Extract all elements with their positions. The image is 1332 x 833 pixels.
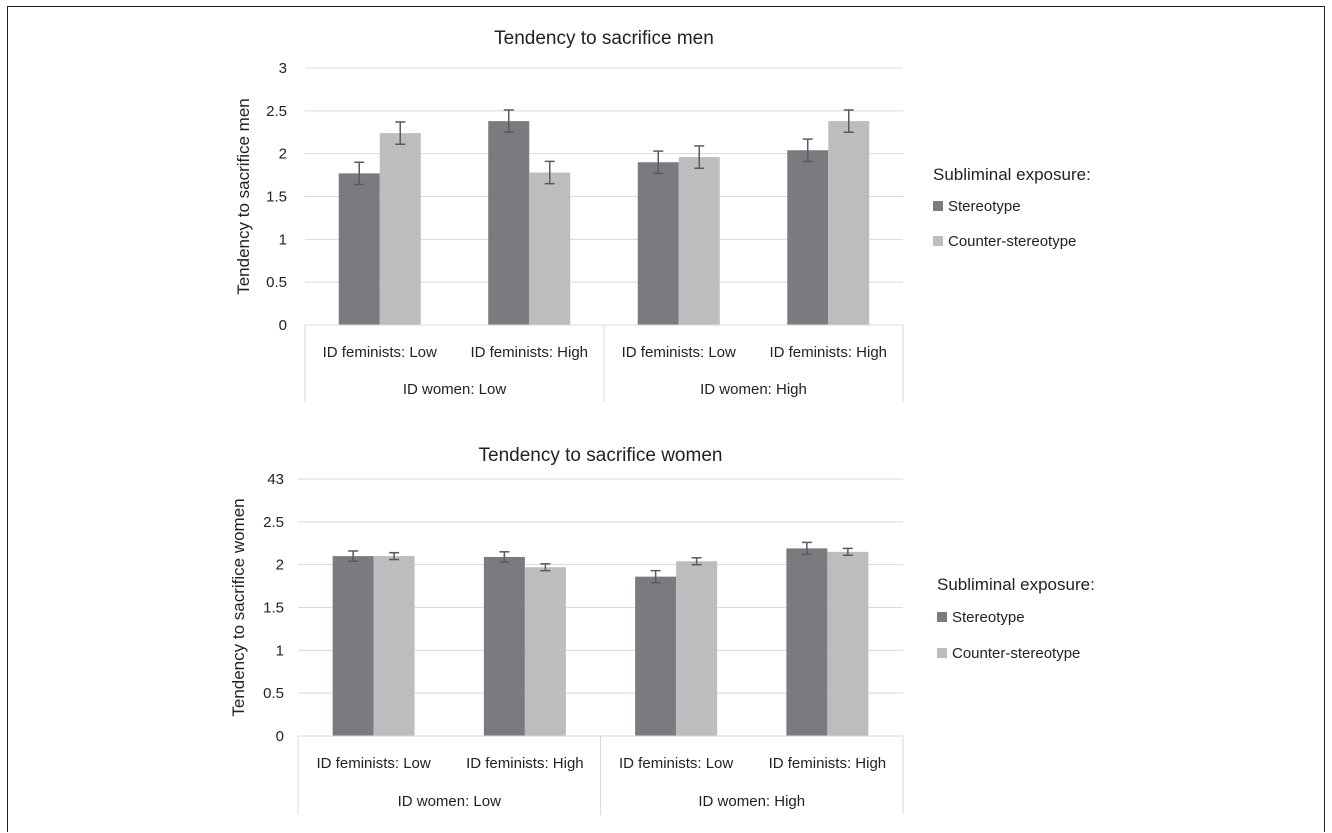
bar-stereotype [635,576,677,736]
y-tick-label: 2 [276,557,284,574]
x-group-label: ID women: Low [403,381,507,398]
y-tick-label: 2 [279,146,287,163]
y-tick-label: 3 [279,60,287,77]
y-axis-label: Tendency to sacrifice women [229,498,248,716]
legend-label: Counter-stereotype [948,233,1076,250]
legend-swatch [937,612,947,622]
y-tick-label: 1.5 [266,189,287,206]
bar-stereotype [483,556,525,736]
chart-title: Tendency to sacrifice women [479,445,723,466]
bar-counter-stereotype [827,551,869,736]
x-category-label: ID feminists: High [769,344,887,361]
x-category-label: ID feminists: Low [317,755,431,772]
y-tick-label: 0 [279,317,287,334]
legend-title: Subliminal exposure: [937,575,1095,594]
legend-swatch [933,201,943,211]
y-axis-label: Tendency to sacrifice men [234,98,253,295]
bar-stereotype [786,548,828,736]
legend-label: Counter-stereotype [952,645,1080,662]
y-tick-label: 2.5 [263,514,284,531]
x-group-label: ID women: Low [398,793,502,810]
x-category-label: ID feminists: High [470,344,588,361]
x-category-label: ID feminists: High [466,755,584,772]
bar-counter-stereotype [828,121,870,325]
y-tick-label: 0 [276,728,284,745]
bar-counter-stereotype [529,172,571,325]
bar-counter-stereotype [373,556,415,736]
bar-stereotype [787,150,829,325]
x-category-label: ID feminists: High [769,755,887,772]
x-category-label: ID feminists: Low [619,755,733,772]
bar-counter-stereotype [379,133,421,325]
y-tick-label: 1 [276,642,284,659]
x-category-label: ID feminists: Low [622,344,736,361]
legend-swatch [937,648,947,658]
y-tick-label: 1 [279,231,287,248]
x-group-label: ID women: High [700,381,807,398]
bar-counter-stereotype [676,561,718,736]
bar-stereotype [637,162,679,325]
x-group-label: ID women: High [698,793,805,810]
x-category-label: ID feminists: Low [323,344,437,361]
figure-frame [7,6,1325,832]
bar-stereotype [332,556,374,736]
bar-counter-stereotype [524,567,566,736]
bar-stereotype [338,173,380,325]
legend-swatch [933,236,943,246]
y-tick-label: 43 [267,471,284,488]
legend-label: Stereotype [952,609,1025,626]
y-tick-label: 0.5 [263,685,284,702]
legend-label: Stereotype [948,198,1021,215]
y-tick-label: 2.5 [266,103,287,120]
chart-title: Tendency to sacrifice men [494,28,714,49]
bar-stereotype [488,121,530,325]
legend-title: Subliminal exposure: [933,165,1091,184]
y-tick-label: 1.5 [263,600,284,617]
bar-counter-stereotype [678,157,720,325]
y-tick-label: 0.5 [266,274,287,291]
